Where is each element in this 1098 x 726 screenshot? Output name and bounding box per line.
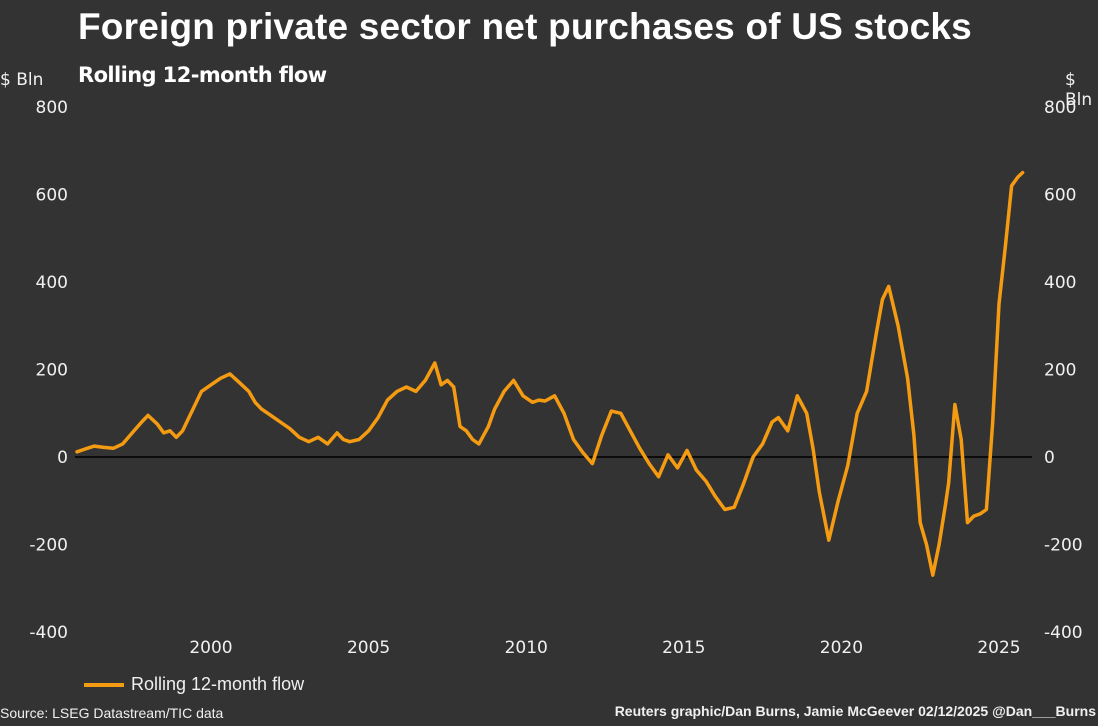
y-tick-label-right: -200: [1044, 536, 1083, 556]
series-line-rolling-12-month-flow: [75, 170, 1025, 577]
legend-label: Rolling 12-month flow: [131, 674, 305, 694]
legend: Rolling 12-month flow: [84, 674, 304, 695]
y-tick-label-left: 800: [36, 98, 68, 118]
x-tick-label: 2010: [505, 638, 548, 658]
x-tick-label: 2005: [347, 638, 390, 658]
right-axis-unit: $ Bln: [1065, 70, 1093, 110]
left-axis-unit: $ Bln: [0, 70, 44, 90]
y-tick-label-right: -400: [1044, 623, 1083, 643]
y-tick-label-left: 600: [36, 186, 68, 206]
y-tick-label-left: -400: [29, 623, 68, 643]
chart-subtitle: Rolling 12-month flow: [78, 63, 327, 87]
x-tick-label: 2025: [977, 638, 1020, 658]
y-tick-label-right: 800: [1044, 98, 1076, 118]
x-tick-label: 2000: [189, 638, 232, 658]
y-tick-label-right: 0: [1044, 448, 1055, 468]
x-tick-label: 2015: [662, 638, 705, 658]
y-tick-label-left: 0: [57, 448, 68, 468]
x-axis: 2000 2005 2010 2015 2020 2025: [189, 638, 1020, 658]
credit-note: Reuters graphic/Dan Burns, Jamie McGeeve…: [614, 703, 1096, 719]
y-tick-label-right: 600: [1044, 186, 1076, 206]
source-note: Source: LSEG Datastream/TIC data: [0, 705, 224, 721]
right-y-axis: 800 600 400 200 0 -200 -400: [1044, 98, 1083, 643]
x-tick-label: 2020: [820, 638, 863, 658]
y-tick-label-right: 200: [1044, 361, 1076, 381]
y-tick-label-right: 400: [1044, 273, 1076, 293]
y-tick-label-left: 400: [36, 273, 68, 293]
y-tick-label-left: -200: [29, 536, 68, 556]
legend-swatch: [84, 682, 124, 687]
left-y-axis: 800 600 400 200 0 -200 -400: [29, 98, 68, 643]
chart-title: Foreign private sector net purchases of …: [78, 6, 972, 47]
y-tick-label-left: 200: [36, 361, 68, 381]
